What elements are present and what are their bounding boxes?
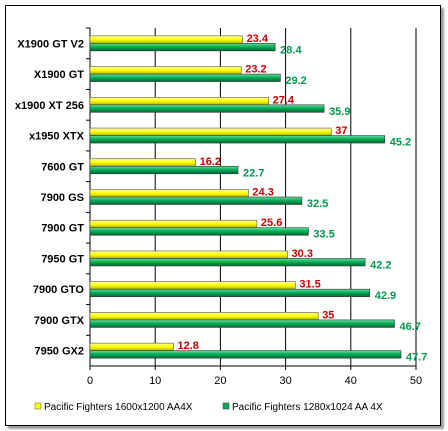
bar-series-2 — [89, 43, 276, 52]
data-label-series-2: 45.2 — [390, 137, 411, 149]
category-label: X1900 GT V2 — [17, 38, 84, 50]
category-label: 7900 GTX — [34, 315, 85, 327]
data-label-series-1: 37 — [335, 125, 347, 137]
bars: 23.4 28.4 23.2 29.2 27.4 35.9 37 45.2 16.2 22.7 24… — [89, 33, 427, 364]
bar-chart: 23.4 28.4 23.2 29.2 27.4 35.9 37 45.2 16.2 22.7 24… — [15, 27, 427, 413]
data-label-series-2: 47.7 — [406, 352, 427, 364]
category-label: 7900 GT — [41, 223, 84, 235]
data-label-series-1: 27.4 — [273, 94, 295, 106]
tick-label: 40 — [345, 375, 357, 387]
tick-label: 10 — [149, 375, 161, 387]
data-label-series-1: 25.6 — [261, 217, 282, 229]
data-label-series-1: 12.8 — [177, 340, 198, 352]
bar-series-1 — [89, 312, 319, 321]
category-label: x1950 XTX — [29, 131, 85, 143]
tick-label: 0 — [87, 375, 93, 387]
bar-series-2 — [89, 319, 395, 328]
data-label-series-2: 42.2 — [370, 259, 391, 271]
data-label-series-1: 24.3 — [252, 187, 273, 199]
category-label: 7950 GT — [41, 253, 84, 265]
category-label: 7900 GTO — [33, 284, 85, 296]
data-label-series-2: 42.9 — [375, 290, 396, 302]
data-label-series-2: 33.5 — [313, 229, 334, 241]
data-label-series-2: 32.5 — [307, 198, 328, 210]
legend-label-series-2: Pacific Fighters 1280x1024 AA 4X — [232, 402, 383, 413]
data-label-series-2: 28.4 — [280, 44, 302, 56]
bar-series-2 — [89, 288, 371, 297]
legend-swatch-series-2 — [222, 402, 230, 410]
tick-label: 30 — [279, 375, 291, 387]
tick-label: 50 — [410, 375, 422, 387]
legend-swatch-series-1 — [34, 402, 42, 410]
bar-series-2 — [89, 104, 325, 113]
bar-series-1 — [89, 158, 196, 167]
tick-label: 20 — [214, 375, 226, 387]
bar-series-2 — [89, 135, 386, 144]
category-label: 7600 GT — [41, 161, 84, 173]
bar-series-1 — [89, 66, 242, 75]
data-label-series-1: 23.4 — [247, 33, 269, 45]
data-label-series-2: 46.7 — [399, 321, 420, 333]
chart-frame: 23.4 28.4 23.2 29.2 27.4 35.9 37 45.2 16.2 22.7 24… — [5, 5, 441, 426]
data-label-series-1: 16.2 — [200, 156, 221, 168]
data-label-series-2: 22.7 — [243, 167, 264, 179]
legend-label-series-1: Pacific Fighters 1600x1200 AA4X — [44, 402, 193, 413]
data-label-series-2: 35.9 — [329, 106, 350, 118]
legend: Pacific Fighters 1600x1200 AA4X Pacific F… — [34, 402, 383, 413]
bar-series-1 — [89, 35, 243, 44]
category-label: 7900 GS — [41, 192, 84, 204]
data-label-series-2: 29.2 — [285, 75, 306, 87]
bar-series-1 — [89, 250, 288, 259]
bar-series-2 — [89, 227, 309, 236]
bar-series-1 — [89, 281, 296, 290]
bar-series-2 — [89, 258, 366, 267]
bar-series-2 — [89, 196, 303, 205]
data-label-series-1: 31.5 — [299, 279, 320, 291]
data-label-series-1: 23.2 — [245, 64, 266, 76]
bar-series-1 — [89, 97, 269, 106]
bar-series-1 — [89, 342, 174, 351]
bar-series-1 — [89, 219, 258, 229]
bar-series-1 — [89, 189, 249, 198]
category-label: 7950 GX2 — [34, 346, 84, 358]
bar-series-2 — [89, 350, 402, 359]
category-labels: X1900 GT V2 X1900 GT x1900 XT 256 x1950 XTX… — [15, 27, 90, 358]
bar-series-1 — [89, 127, 332, 136]
category-label: x1900 XT 256 — [15, 100, 84, 112]
x-axis-ticks: 0 10 20 30 40 50 — [87, 366, 422, 387]
data-label-series-1: 30.3 — [292, 248, 313, 260]
bar-series-2 — [89, 165, 239, 175]
bar-series-2 — [89, 73, 281, 82]
data-label-series-1: 35 — [322, 309, 334, 321]
category-label: X1900 GT — [34, 69, 84, 81]
